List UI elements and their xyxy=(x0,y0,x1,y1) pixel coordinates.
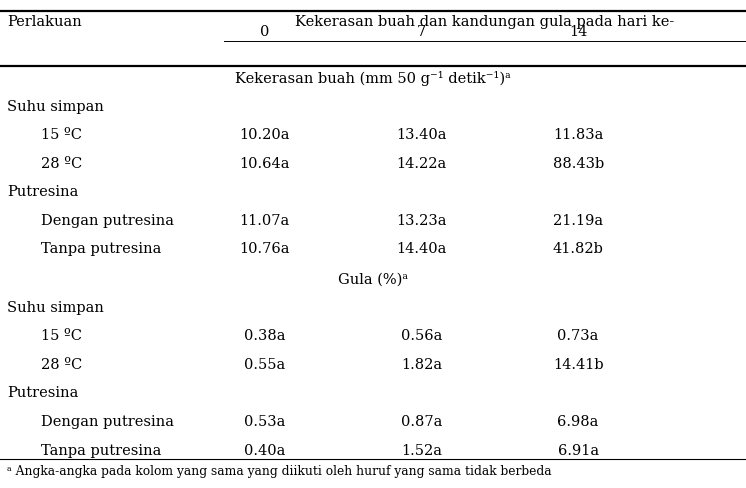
Text: 0.87a: 0.87a xyxy=(401,415,442,429)
Text: 28 ºC: 28 ºC xyxy=(41,358,82,372)
Text: Kekerasan buah (mm 50 g⁻¹ detik⁻¹)ᵃ: Kekerasan buah (mm 50 g⁻¹ detik⁻¹)ᵃ xyxy=(235,71,511,86)
Text: Putresina: Putresina xyxy=(7,185,79,199)
Text: 11.83a: 11.83a xyxy=(553,128,604,142)
Text: 10.76a: 10.76a xyxy=(239,242,290,256)
Text: 6.98a: 6.98a xyxy=(557,415,599,429)
Text: 6.91a: 6.91a xyxy=(557,444,599,458)
Text: 0.55a: 0.55a xyxy=(244,358,286,372)
Text: Kekerasan buah dan kandungan gula pada hari ke-: Kekerasan buah dan kandungan gula pada h… xyxy=(295,15,674,29)
Text: 15 ºC: 15 ºC xyxy=(41,128,82,142)
Text: 1.52a: 1.52a xyxy=(401,444,442,458)
Text: 0.56a: 0.56a xyxy=(401,329,442,344)
Text: 10.64a: 10.64a xyxy=(239,157,290,171)
Text: 0: 0 xyxy=(260,25,269,39)
Text: 0.53a: 0.53a xyxy=(244,415,286,429)
Text: Dengan putresina: Dengan putresina xyxy=(41,415,174,429)
Text: 13.40a: 13.40a xyxy=(396,128,447,142)
Text: 0.40a: 0.40a xyxy=(244,444,286,458)
Text: Suhu simpan: Suhu simpan xyxy=(7,100,104,114)
Text: 28 ºC: 28 ºC xyxy=(41,157,82,171)
Text: Suhu simpan: Suhu simpan xyxy=(7,301,104,315)
Text: 13.23a: 13.23a xyxy=(396,214,447,228)
Text: 0.73a: 0.73a xyxy=(557,329,599,344)
Text: Putresina: Putresina xyxy=(7,386,79,401)
Text: 14: 14 xyxy=(569,25,587,39)
Text: 7: 7 xyxy=(417,25,426,39)
Text: 15 ºC: 15 ºC xyxy=(41,329,82,344)
Text: 1.82a: 1.82a xyxy=(401,358,442,372)
Text: 11.07a: 11.07a xyxy=(239,214,290,228)
Text: Dengan putresina: Dengan putresina xyxy=(41,214,174,228)
Text: 41.82b: 41.82b xyxy=(553,242,604,256)
Text: 10.20a: 10.20a xyxy=(239,128,290,142)
Text: 14.41b: 14.41b xyxy=(553,358,604,372)
Text: Tanpa putresina: Tanpa putresina xyxy=(41,242,161,256)
Text: Tanpa putresina: Tanpa putresina xyxy=(41,444,161,458)
Text: 21.19a: 21.19a xyxy=(553,214,604,228)
Text: 14.40a: 14.40a xyxy=(396,242,447,256)
Text: Gula (%)ᵃ: Gula (%)ᵃ xyxy=(338,272,408,286)
Text: ᵃ Angka-angka pada kolom yang sama yang diikuti oleh huruf yang sama tidak berbe: ᵃ Angka-angka pada kolom yang sama yang … xyxy=(7,465,552,478)
Text: Perlakuan: Perlakuan xyxy=(7,15,82,29)
Text: 88.43b: 88.43b xyxy=(553,157,604,171)
Text: 14.22a: 14.22a xyxy=(396,157,447,171)
Text: 0.38a: 0.38a xyxy=(244,329,286,344)
